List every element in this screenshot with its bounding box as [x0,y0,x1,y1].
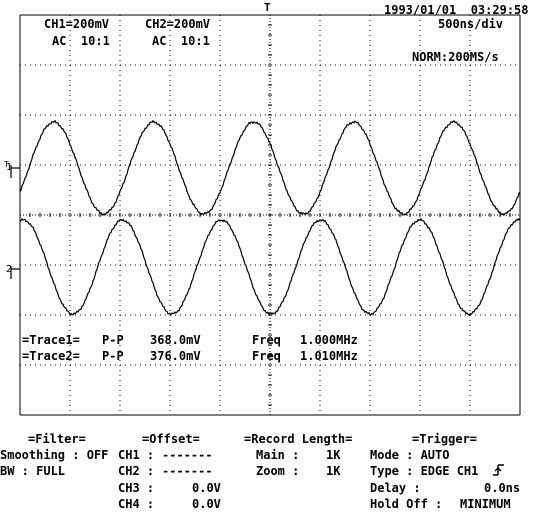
trace2-label: =Trace2= [22,349,80,363]
trace2-waveform [19,217,521,317]
trigger-type[interactable]: Type : EDGE CH1 [370,464,479,478]
trigger-mode[interactable]: Mode : AUTO [370,448,450,462]
trigger-holdoff-label: Hold Off : [370,497,443,511]
record-zoom-value[interactable]: 1K [326,464,341,478]
trace1-freq-value: 1.000MHz [300,333,358,347]
scope-screen: 1 2 T T [4,1,521,416]
trace1-waveform [19,119,521,217]
ch2-scale[interactable]: CH2=200mV [145,17,211,31]
trigger-holdoff-value[interactable]: MINIMUM [460,497,511,511]
ch1-marker[interactable]: 1 [6,162,20,178]
trigger-delay-label: Delay : [370,481,421,495]
svg-text:1: 1 [6,162,12,173]
offset-ch4-label: CH4 : [118,497,155,511]
trace1-pp-value: 368.0mV [150,333,201,347]
record-main-value[interactable]: 1K [326,448,341,462]
offset-title[interactable]: =Offset= [142,432,200,446]
record-main-label: Main : [256,448,300,462]
offset-ch4-value[interactable]: 0.0V [192,497,221,511]
offset-ch3-label: CH3 : [118,481,155,495]
ch1-scale[interactable]: CH1=200mV [44,17,110,31]
record-zoom-label: Zoom : [256,464,300,478]
svg-text:2: 2 [6,264,12,275]
svg-text:T: T [4,160,9,169]
ch2-marker[interactable]: 2 [6,264,20,279]
sample-mode: NORM:200MS/s [412,50,499,64]
record-title[interactable]: =Record Length= [244,432,353,446]
svg-text:T: T [264,1,271,14]
trace2-freq-value: 1.010MHz [300,349,358,363]
trace1-label: =Trace1= [22,333,80,347]
ch2-coupling[interactable]: AC 10:1 [152,34,210,48]
offset-ch1-label: CH1 : [118,448,155,462]
offset-ch1-value[interactable]: ------- [162,448,213,462]
trigger-level-marker[interactable]: T [4,160,9,169]
graticule [19,14,521,416]
rising-edge-icon [493,464,504,476]
offset-ch2-value[interactable]: ------- [162,464,213,478]
trigger-position-marker[interactable]: T [264,1,271,14]
trace1-measure-type: P-P [102,333,124,347]
timebase[interactable]: 500ns/div [438,17,504,31]
ch1-coupling[interactable]: AC 10:1 [52,34,110,48]
trigger-title[interactable]: =Trigger= [412,432,478,446]
filter-smoothing[interactable]: Smoothing : OFF [0,448,109,462]
trace1-freq-label: Freq [252,333,281,347]
offset-ch3-value[interactable]: 0.0V [192,481,221,495]
datetime: 1993/01/01 03:29:58 [384,3,529,17]
offset-ch2-label: CH2 : [118,464,155,478]
trace2-pp-value: 376.0mV [150,349,201,363]
trigger-delay-value[interactable]: 0.0ns [484,481,521,495]
filter-title[interactable]: =Filter= [28,432,86,446]
trace2-freq-label: Freq [252,349,281,363]
trace2-measure-type: P-P [102,349,124,363]
filter-bw[interactable]: BW : FULL [0,464,66,478]
